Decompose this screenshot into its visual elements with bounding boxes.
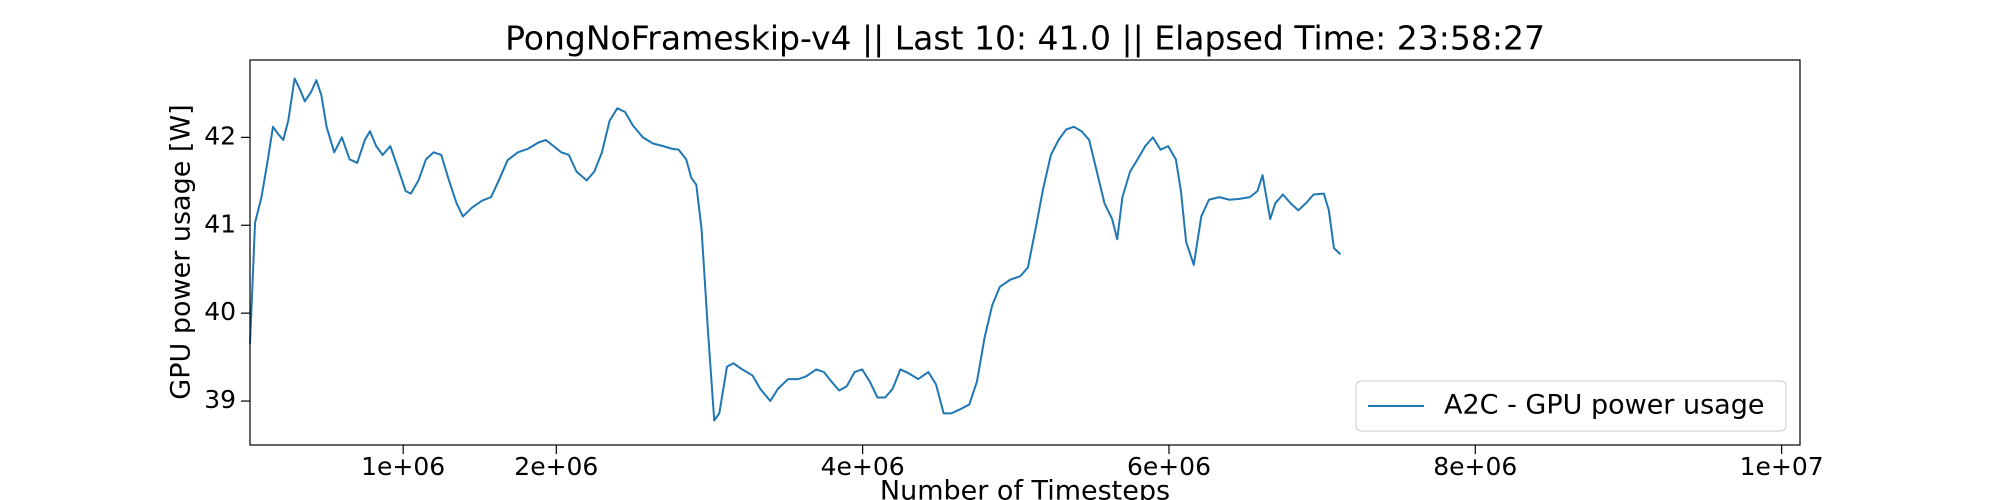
y-tick-label: 41 — [204, 209, 236, 238]
y-axis-label: GPU power usage [W] — [166, 104, 197, 399]
x-tick-label: 4e+06 — [821, 452, 905, 481]
x-axis-label: Number of Timesteps — [880, 476, 1170, 500]
x-tick-label: 6e+06 — [1127, 452, 1211, 481]
y-tick-label: 42 — [204, 121, 236, 150]
plot-frame — [249, 59, 1801, 446]
legend-box — [1355, 380, 1787, 432]
legend-label: A2C - GPU power usage — [1444, 390, 1764, 421]
chart-title: PongNoFrameskip-v4 || Last 10: 41.0 || E… — [505, 19, 1545, 58]
x-tick-label: 2e+06 — [514, 452, 598, 481]
data-line — [249, 77, 1342, 422]
y-tick-label: 39 — [204, 385, 236, 414]
y-tick-label: 40 — [204, 297, 236, 326]
x-tick-label: 1e+07 — [1740, 452, 1824, 481]
x-tick-label: 8e+06 — [1433, 452, 1517, 481]
x-tick-label: 1e+06 — [361, 452, 445, 481]
